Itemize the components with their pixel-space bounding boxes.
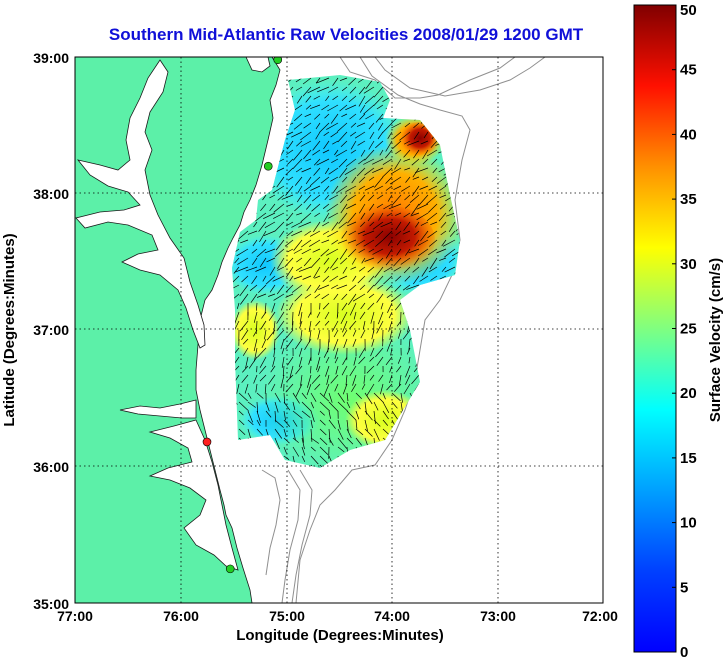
land-mass: [75, 57, 281, 603]
y-tick-label: 36:00: [33, 459, 69, 475]
x-tick-label: 75:00: [269, 608, 305, 624]
bathymetry-contours: [261, 57, 546, 603]
colorbar-tick-label: 30: [680, 256, 697, 273]
station-marker: [225, 564, 235, 574]
colorbar-tick-label: 45: [680, 62, 697, 79]
colorbar-tick-label: 10: [680, 515, 697, 532]
y-tick-label: 38:00: [33, 186, 69, 202]
radar-stations: [202, 57, 283, 574]
x-tick-label: 73:00: [480, 608, 516, 624]
y-tick-label: 37:00: [33, 322, 69, 338]
y-tick-label: 35:00: [33, 596, 69, 612]
colorbar-tick-label: 40: [680, 126, 697, 143]
colorbar-tick-label: 35: [680, 191, 697, 208]
map-plot-area: [75, 57, 603, 603]
station-marker: [263, 161, 273, 171]
y-tick-label: 39:00: [33, 50, 69, 66]
albemarle-sound: [119, 399, 197, 419]
colorbar-tick-label: 50: [680, 2, 697, 19]
delaware-bay: [245, 57, 271, 73]
y-tick-labels: 39:00 38:00 37:00 36:00 35:00: [33, 50, 69, 612]
colorbar-label: Surface Velocity (cm/s): [707, 258, 724, 422]
colorbar-tick-label: 5: [680, 579, 688, 596]
colorbar-tick-label: 15: [680, 450, 697, 467]
chesapeake-bay: [75, 59, 206, 349]
colorbar-tick-label: 0: [680, 644, 688, 659]
station-marker: [202, 437, 212, 447]
y-axis-label: Latitude (Degrees:Minutes): [1, 233, 18, 426]
x-tick-label: 74:00: [374, 608, 410, 624]
map-title: Southern Mid-Atlantic Raw Velocities 200…: [109, 25, 584, 44]
x-tick-label: 72:00: [582, 608, 618, 624]
x-axis-label: Longitude (Degrees:Minutes): [236, 627, 444, 644]
pamlico-sound: [148, 419, 239, 571]
map-frame: [74, 56, 604, 604]
colorbar-scale: [633, 4, 677, 653]
x-tick-labels: 77:00 76:00 75:00 74:00 73:00 72:00: [57, 608, 618, 624]
station-marker: [273, 57, 283, 65]
x-tick-label: 77:00: [57, 608, 93, 624]
colorbar-tick-label: 20: [680, 385, 697, 402]
graticule-grid: [75, 57, 603, 603]
x-tick-label: 76:00: [163, 608, 199, 624]
colorbar-tick-label: 25: [680, 321, 697, 338]
